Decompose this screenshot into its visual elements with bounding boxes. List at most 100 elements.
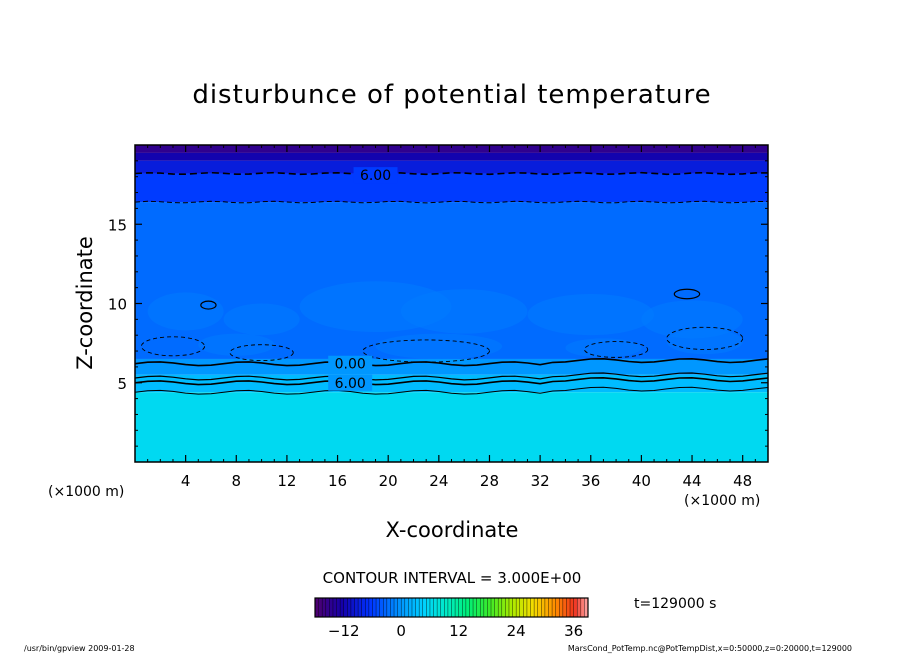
colorbar-cell bbox=[451, 598, 456, 617]
colorbar-cell bbox=[537, 598, 542, 617]
x-tick-label-48: 48 bbox=[733, 472, 752, 490]
colorbar-cell bbox=[419, 598, 424, 617]
colorbar-cell bbox=[548, 598, 553, 617]
colorbar-cell bbox=[422, 598, 427, 617]
colorbar-cell bbox=[577, 598, 582, 617]
contour-lines bbox=[134, 171, 769, 395]
contour-line-2 bbox=[134, 357, 769, 367]
contour-label-bg-1 bbox=[328, 355, 373, 372]
colorbar-cell bbox=[512, 598, 517, 617]
x-tick-label-44: 44 bbox=[682, 472, 701, 490]
colorbar-frame bbox=[314, 597, 589, 618]
colorbar-cell bbox=[476, 598, 481, 617]
cloud-patch-3 bbox=[400, 289, 528, 334]
colorbar-cell bbox=[552, 598, 556, 617]
layer-5 bbox=[135, 358, 768, 375]
contour-line-4 bbox=[134, 376, 769, 386]
layer-0 bbox=[135, 145, 768, 153]
cloud-patch-7 bbox=[375, 333, 503, 359]
colorbar-cell bbox=[429, 598, 434, 617]
colorbar-cell bbox=[437, 598, 442, 617]
contour-line-3 bbox=[134, 372, 769, 381]
colorbar-cell bbox=[329, 598, 334, 617]
colorbar-cell bbox=[415, 598, 420, 617]
colorbar-cell bbox=[501, 598, 506, 617]
x-unit-right: (×1000 m) bbox=[684, 493, 760, 509]
cloud-patch-5 bbox=[641, 300, 743, 339]
colorbar-cell bbox=[494, 598, 499, 617]
x-tick-label-20: 20 bbox=[379, 472, 398, 490]
colorbar-cell bbox=[498, 598, 503, 617]
colorbar-cell bbox=[516, 598, 521, 617]
colorbar-cell bbox=[570, 598, 574, 617]
cloud-patch-0 bbox=[147, 292, 224, 331]
x-tick-label-36: 36 bbox=[581, 472, 600, 490]
contour-loop-2 bbox=[362, 339, 490, 363]
colorbar-cell bbox=[508, 598, 513, 617]
x-tick-label-32: 32 bbox=[531, 472, 550, 490]
contour-loop-1 bbox=[229, 344, 294, 362]
contour-interval: CONTOUR INTERVAL = 3.000E+00 bbox=[323, 569, 582, 587]
colorbar-cell bbox=[361, 598, 366, 617]
colorbar-cell bbox=[372, 598, 377, 617]
colorbar-cell bbox=[562, 598, 567, 617]
layer-7 bbox=[135, 392, 768, 462]
footer-right: MarsCond_PotTemp.nc@PotTempDist,x=0:5000… bbox=[568, 644, 852, 653]
colorbar-cell bbox=[458, 598, 463, 617]
contour-label-bg-0 bbox=[353, 167, 398, 184]
y-tick-label-15: 15 bbox=[108, 216, 127, 234]
x-tick-label-24: 24 bbox=[429, 472, 448, 490]
colorbar-cell bbox=[580, 598, 585, 617]
colorbar-cell bbox=[394, 598, 398, 617]
contour-loop-4 bbox=[666, 326, 744, 350]
colorbar-tick-label-36: 36 bbox=[564, 622, 583, 640]
y-axis: 5 10 15 bbox=[108, 160, 768, 447]
colorbar-cell bbox=[573, 598, 578, 617]
contour-label-2: 6.00 bbox=[335, 376, 366, 392]
layer-1 bbox=[135, 152, 768, 161]
colorbar-tick-label--12: −12 bbox=[328, 622, 360, 640]
colorbar-cell bbox=[491, 598, 495, 617]
contour-cell-0 bbox=[200, 300, 217, 310]
y-axis-label: Z-coordinate bbox=[73, 236, 97, 370]
colorbar-cell bbox=[480, 598, 485, 617]
colorbar-cell bbox=[444, 598, 449, 617]
contour-label-bg-2 bbox=[328, 374, 373, 391]
colorbar-tick-label-12: 12 bbox=[449, 622, 468, 640]
colorbar-cell bbox=[447, 598, 452, 617]
colorbar-cell bbox=[322, 598, 327, 617]
colorbar-cell bbox=[523, 598, 528, 617]
colorbar-cell bbox=[315, 598, 319, 617]
colorbar bbox=[314, 597, 589, 618]
colorbar-cell bbox=[318, 598, 323, 617]
colorbar-cell bbox=[455, 598, 459, 617]
colorbar-cell bbox=[408, 598, 413, 617]
colorbar-cell bbox=[584, 598, 589, 617]
colorbar-cell bbox=[566, 598, 571, 617]
colorbar-cell bbox=[440, 598, 445, 617]
colorbar-cell bbox=[411, 598, 416, 617]
x-axis: 4 8 12 16 20 24 28 32 36 40 44 48 bbox=[147, 145, 756, 490]
colorbar-cell bbox=[473, 598, 477, 617]
colorbar-cell bbox=[332, 598, 337, 617]
contour-line-5 bbox=[134, 386, 769, 395]
colorbar-cell bbox=[483, 598, 488, 617]
cloud-patch-4 bbox=[527, 293, 655, 336]
colorbar-cell bbox=[365, 598, 370, 617]
colorbar-cell bbox=[386, 598, 391, 617]
colorbar-cell bbox=[469, 598, 474, 617]
x-tick-label-28: 28 bbox=[480, 472, 499, 490]
colorbar-cell bbox=[350, 598, 355, 617]
colorbar-tick-label-0: 0 bbox=[396, 622, 406, 640]
cloud-patch-8 bbox=[565, 338, 642, 358]
contour-line-1 bbox=[134, 200, 769, 204]
colorbar-cell bbox=[433, 598, 438, 617]
colorbar-cell bbox=[534, 598, 539, 617]
colorbar-cell bbox=[559, 598, 564, 617]
colorbar-cell bbox=[530, 598, 535, 617]
x-tick-label-4: 4 bbox=[181, 472, 191, 490]
colorbar-tick-label-24: 24 bbox=[507, 622, 526, 640]
colorbar-cell bbox=[505, 598, 510, 617]
x-tick-label-8: 8 bbox=[232, 472, 242, 490]
